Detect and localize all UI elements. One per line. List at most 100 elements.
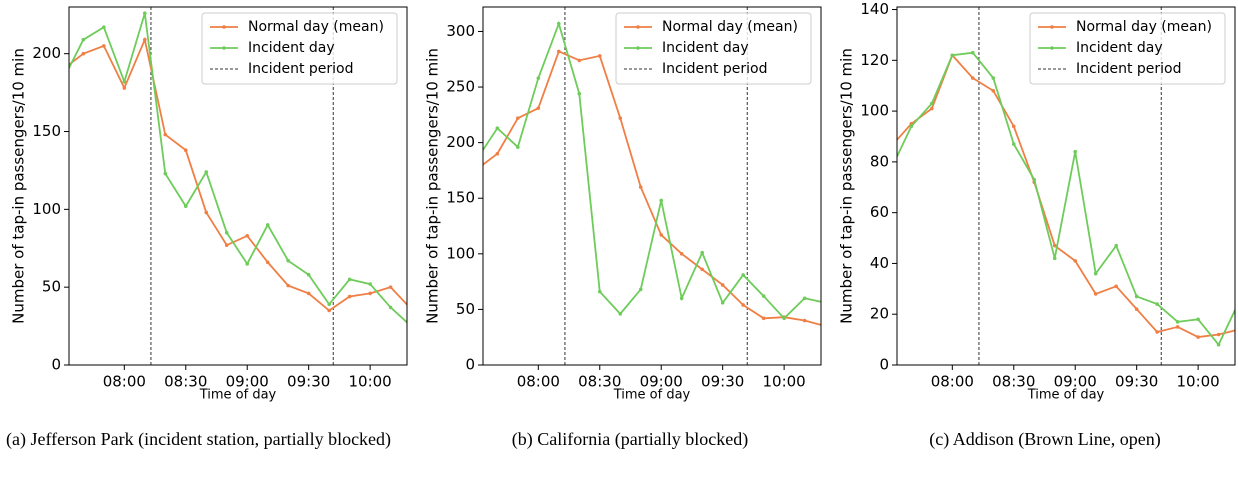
series-line: [69, 12, 407, 324]
legend-label: Incident day: [1076, 40, 1163, 56]
point: [409, 307, 413, 311]
point: [1114, 243, 1118, 248]
point: [659, 233, 664, 237]
point: [597, 289, 602, 294]
caption: (a) Jefferson Park (incident station, pa…: [6, 429, 392, 449]
x-tick-label: 08:30: [164, 373, 207, 391]
point: [163, 132, 168, 137]
point: [577, 91, 582, 96]
x-tick-label: 10:00: [763, 373, 806, 391]
point: [388, 305, 393, 310]
point: [122, 79, 127, 84]
point: [102, 44, 106, 48]
point: [823, 301, 827, 305]
point: [245, 234, 250, 238]
point: [265, 223, 270, 227]
y-tick-label: 300: [446, 22, 475, 40]
y-tick-label: 0: [465, 356, 475, 374]
point: [1032, 177, 1037, 182]
point: [970, 76, 975, 80]
point: [81, 51, 86, 56]
point: [142, 11, 147, 16]
point: [306, 272, 311, 277]
plot-frame: [482, 6, 822, 366]
point: [224, 230, 229, 235]
point: [102, 25, 106, 30]
point: [183, 148, 188, 152]
x-tick-label: 09:30: [287, 373, 330, 391]
series-line: [897, 53, 1235, 338]
y-tick-label: 80: [870, 152, 889, 170]
point: [679, 252, 684, 256]
point: [142, 37, 147, 42]
legend-label: Incident day: [248, 40, 335, 56]
point: [1011, 124, 1016, 129]
caption: (c) Addison (Brown Line, open): [929, 429, 1161, 449]
point: [536, 76, 541, 80]
point: [597, 54, 602, 58]
point: [495, 126, 500, 130]
point: [700, 267, 704, 272]
point: [991, 88, 996, 93]
point: [475, 168, 479, 172]
legend-label: Incident period: [248, 61, 354, 77]
y-tick-label: 150: [32, 122, 61, 140]
point: [1114, 284, 1118, 289]
y-tick-label: 50: [456, 300, 475, 318]
point: [741, 273, 745, 277]
point: [368, 291, 372, 296]
legend-label: Normal day (mean): [248, 19, 384, 35]
point: [889, 145, 893, 149]
point: [909, 124, 914, 129]
x-tick-label: 10:00: [349, 373, 392, 391]
y-tick-label: 40: [870, 254, 889, 272]
point: [970, 50, 975, 55]
point: [1134, 294, 1139, 299]
point: [1052, 243, 1057, 248]
point: [81, 37, 86, 42]
point: [409, 324, 413, 328]
plot: [61, 7, 413, 365]
point: [306, 291, 311, 296]
point: [368, 282, 372, 286]
point: [1093, 271, 1098, 276]
point: [1175, 320, 1180, 324]
y-tick-label: 120: [860, 51, 889, 69]
point: [327, 308, 331, 313]
point: [741, 303, 745, 307]
x-tick-label: 09:00: [640, 373, 683, 391]
x-axis-label: Time of day: [613, 388, 691, 403]
legend-label: Incident period: [662, 61, 768, 77]
x-axis-label: Time of day: [1027, 388, 1105, 403]
point: [1093, 292, 1098, 296]
point: [1134, 307, 1139, 311]
legend-label: Normal day (mean): [1076, 19, 1212, 35]
point: [183, 204, 188, 209]
legend-marker: [1050, 25, 1054, 29]
point: [204, 210, 209, 215]
series-line: [483, 20, 821, 320]
x-tick-label: 08:30: [992, 373, 1035, 391]
x-tick-label: 09:00: [1054, 373, 1097, 391]
point: [991, 76, 996, 80]
plot: [475, 7, 827, 365]
point: [782, 316, 786, 321]
caption: (b) California (partially blocked): [511, 429, 749, 449]
point: [720, 283, 725, 287]
y-tick-label: 60: [870, 203, 889, 221]
point: [204, 170, 209, 174]
legend-marker: [1050, 46, 1054, 50]
point: [61, 78, 65, 82]
point: [224, 243, 229, 247]
point: [388, 285, 393, 289]
y-tick-label: 0: [51, 356, 61, 374]
y-tick-label: 100: [32, 200, 61, 218]
legend-label: Normal day (mean): [662, 19, 798, 35]
point: [1175, 325, 1180, 329]
y-tick-label: 200: [32, 44, 61, 62]
point: [475, 158, 479, 162]
point: [286, 283, 290, 288]
legend-label: Incident day: [662, 40, 749, 56]
x-tick-label: 09:30: [1115, 373, 1158, 391]
x-tick-label: 08:00: [931, 373, 974, 391]
